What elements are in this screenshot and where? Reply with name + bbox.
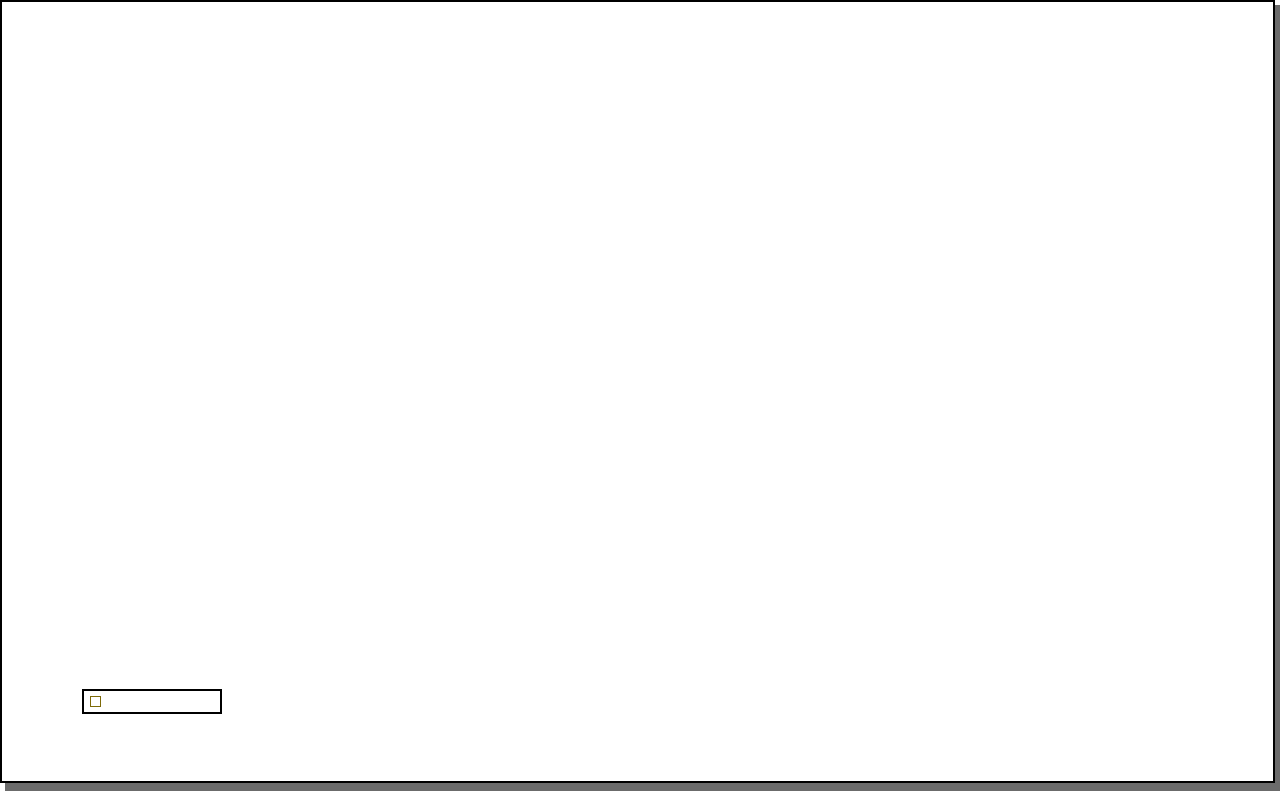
legend-box [82, 689, 222, 714]
plot-area [2, 2, 1273, 781]
legend-swatch-icon [90, 696, 101, 707]
